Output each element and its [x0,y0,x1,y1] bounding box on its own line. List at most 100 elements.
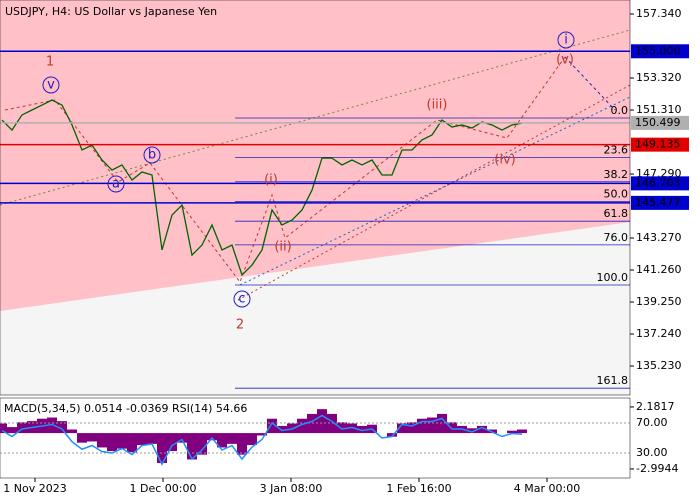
y-tick-label: 157.340 [636,7,682,20]
macd-bar [7,427,17,434]
macd-bar [517,429,527,434]
indicator-title: MACD(5,34,5) 0.0514 -0.0369 RSI(14) 54.6… [4,402,247,415]
macd-bar [357,425,367,434]
macd-bar [257,433,267,436]
fib-label: 61.8 [604,207,629,220]
macd-bar [147,433,157,444]
macd-bar [267,418,277,434]
trend-line [239,96,631,286]
x-tick-label: 1 Dec 00:00 [130,482,197,495]
wave-circle [107,175,125,193]
wave-label: i [564,33,568,48]
macd-bar [137,433,147,446]
macd-bar [97,433,107,448]
chart-title: USDJPY, H4: US Dollar vs Japanese Yen [5,5,217,18]
level-box [631,176,689,191]
macd-bar [447,422,457,434]
fib-label: 23.6 [604,143,629,156]
macd-bar [17,422,27,434]
macd-bar [237,433,247,455]
level-label: 150.499 [635,116,681,129]
macd-bar [127,433,137,453]
wave-label: 2 [236,318,244,333]
level-label: 146.703 [635,176,681,189]
macd-bar [0,423,7,434]
macd-bar [427,417,437,434]
wave-path [4,56,566,284]
rsi-line [1,414,523,466]
fib-label: 0.0 [611,104,629,117]
macd-bar [477,425,487,434]
wave-label: (iv) [494,153,515,168]
wave-label: c [238,292,245,307]
macd-bar [117,433,127,449]
wave-label: a [112,177,120,192]
macd-bar [187,433,197,460]
macd-bar [467,428,477,434]
macd-bar [347,423,357,434]
macd-bar [417,418,427,434]
macd-bar [77,433,87,443]
macd-bar [337,422,347,434]
y-tick-label: 135.230 [636,359,682,372]
wave-circle [233,290,251,308]
macd-bar [67,429,77,434]
fib-label: 76.0 [604,231,629,244]
fib-label: 50.0 [604,187,629,200]
macd-bar [317,409,327,434]
macd-bar [87,433,97,442]
y-tick-label: 141.260 [636,263,682,276]
channel-zone [0,0,630,311]
wave-circle [42,76,60,94]
x-tick-label: 1 Nov 2023 [3,482,66,495]
macd-bar [397,423,407,434]
macd-tick-label: -2.9944 [636,462,678,475]
rsi-tick-label: 70.00 [636,416,668,429]
level-label: 155.000 [635,44,681,57]
macd-bar [507,430,517,434]
macd-bar [307,413,317,434]
macd-bar [387,433,397,437]
plot-frame [0,0,631,396]
y-tick-label: 139.250 [636,295,682,308]
macd-bar [227,433,237,444]
macd-bar [167,433,177,452]
macd-bar [277,425,287,434]
channel-line [0,29,631,206]
macd-bar [197,433,207,455]
macd-bar [157,433,167,464]
level-label: 149.135 [635,138,681,151]
level-box [631,195,689,210]
y-tick-label: 151.310 [636,103,682,116]
x-tick-label: 3 Jan 08:00 [260,482,323,495]
macd-bar [407,422,417,434]
level-box [631,137,689,152]
wave-label: (ii) [274,240,291,255]
macd-bar [207,433,217,441]
fib-label: 100.0 [597,271,629,284]
macd-bar [437,413,447,434]
macd-tick-label: 2.1817 [636,400,675,413]
wave-circle [557,31,575,49]
wave-label: (i) [264,173,278,188]
macd-bar [327,413,337,434]
x-tick-label: 1 Feb 16:00 [386,482,451,495]
wave-label: 1 [46,55,54,70]
rsi-tick-label: 30.00 [636,446,668,459]
price-line [1,99,523,277]
y-tick-label: 137.240 [636,327,682,340]
level-box [631,115,689,130]
y-tick-label: 153.320 [636,71,682,84]
level-box [631,44,689,59]
level-label: 145.477 [635,196,681,209]
macd-bar [297,418,307,434]
wave-label: (iii) [427,98,448,113]
fib-label: 38.2 [604,168,629,181]
fib-label: 161.8 [597,374,629,387]
macd-bar [217,433,227,448]
macd-bar [177,433,187,443]
macd-bar [57,421,67,434]
wave-label: v [47,78,55,93]
macd-bar [247,433,257,446]
